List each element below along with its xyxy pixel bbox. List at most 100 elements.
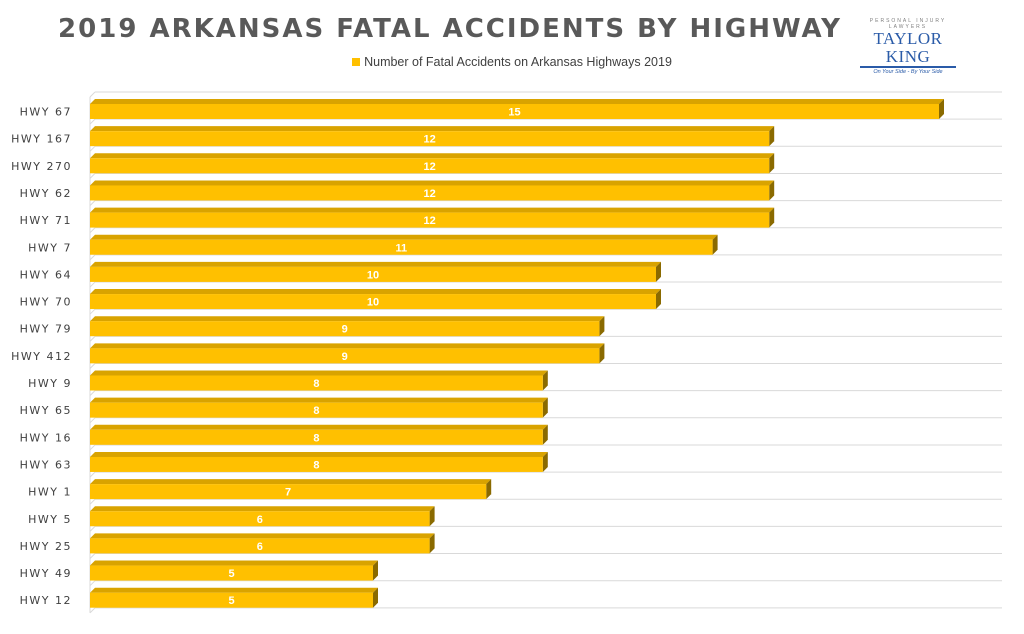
category-label: HWY 79 [20, 323, 72, 336]
bar [90, 158, 770, 174]
bar-top [90, 316, 605, 322]
category-label: HWY 9 [28, 377, 72, 390]
category-label: HWY 12 [20, 594, 72, 607]
gridline-diag [89, 281, 96, 288]
bar-side [429, 506, 435, 527]
category-label: HWY 49 [20, 567, 72, 580]
data-label: 12 [423, 134, 435, 146]
bar-top [90, 506, 435, 512]
chart-legend: Number of Fatal Accidents on Arkansas Hi… [0, 55, 1024, 69]
bar [90, 375, 543, 391]
bar-side [599, 316, 605, 337]
bar-side [599, 343, 605, 364]
category-label: HWY 270 [11, 160, 72, 173]
bar-side [542, 451, 548, 472]
bar-top [90, 560, 378, 566]
gridline-diag [89, 607, 96, 614]
data-label: 6 [257, 541, 263, 553]
category-label: HWY 63 [20, 458, 72, 471]
bar-top [90, 180, 775, 186]
category-label: HWY 7 [28, 241, 72, 254]
bar-top [90, 126, 775, 132]
logo-tagline: On Your Side - By Your Side [873, 69, 943, 75]
gridline-diag [89, 471, 96, 478]
gridlines [89, 91, 1002, 614]
category-label: HWY 412 [11, 350, 72, 363]
category-label: HWY 70 [20, 296, 72, 309]
bar-side [656, 289, 661, 310]
gridline-diag [89, 417, 96, 424]
bar [90, 565, 373, 581]
legend-label: Number of Fatal Accidents on Arkansas Hi… [364, 55, 672, 69]
gridline-diag [89, 227, 96, 234]
logo-top-text: PERSONAL INJURY LAWYERS [869, 18, 947, 30]
bar-top [90, 289, 661, 295]
gridline-diag [89, 580, 96, 587]
data-labels: 15 12 12 12 12 11 10 10 9 9 8 8 8 8 7 6 6 5 5 [228, 107, 520, 608]
gridline-diag [89, 173, 96, 179]
bar [90, 321, 600, 337]
legend-swatch [352, 57, 361, 66]
bar [90, 104, 939, 119]
bar-side [939, 99, 944, 119]
bar-top [90, 479, 492, 485]
gridline-diag [89, 390, 96, 397]
bar-side [769, 153, 775, 174]
data-label: 8 [313, 405, 319, 417]
bar-top [90, 451, 548, 457]
category-label: HWY 1 [28, 486, 72, 499]
bar [90, 511, 430, 527]
bar [90, 538, 430, 554]
taylor-king-logo: PERSONAL INJURY LAWYERS TAYLOR KING On Y… [856, 18, 960, 75]
gridline-diag [89, 526, 96, 532]
bar-side [542, 370, 548, 391]
category-label: HWY 167 [11, 133, 72, 146]
data-label: 5 [228, 568, 234, 580]
data-label: 12 [423, 188, 435, 200]
gridline-diag [89, 145, 96, 152]
category-label: HWY 25 [20, 540, 72, 553]
bar [90, 212, 770, 228]
gridline-diag [89, 363, 96, 369]
bar-side [656, 261, 661, 282]
bar [90, 456, 543, 472]
data-label: 8 [313, 459, 319, 471]
bar-side [373, 587, 378, 608]
bars [90, 99, 944, 608]
bar-top [90, 207, 775, 213]
gridline-diag [89, 444, 96, 451]
data-label: 8 [313, 432, 319, 444]
bar-top [90, 424, 548, 430]
bar-side [373, 560, 378, 581]
bar-side [769, 126, 775, 147]
bar-side [712, 234, 718, 255]
data-label: 10 [367, 297, 379, 309]
data-label: 8 [313, 378, 319, 390]
bar-side [542, 397, 548, 418]
data-label: 12 [423, 215, 435, 227]
gridline-diag [89, 200, 96, 206]
bar [90, 592, 373, 608]
bar-side [542, 424, 548, 445]
bar-top [90, 533, 435, 539]
gridline-diag [89, 118, 96, 125]
data-label: 11 [395, 242, 407, 254]
gridline-diag [89, 498, 96, 505]
bar-top [90, 234, 718, 240]
bar-side [769, 207, 775, 228]
bar-top [90, 261, 661, 267]
bar-top [90, 99, 944, 104]
data-label: 10 [367, 269, 379, 281]
bar [90, 239, 713, 255]
gridline-diag [89, 335, 96, 342]
bar-side [486, 479, 492, 500]
category-label: HWY 16 [20, 431, 72, 444]
gridline-diag [89, 308, 96, 315]
bar-top [90, 343, 605, 349]
data-label: 9 [342, 324, 348, 336]
data-label: 5 [228, 595, 234, 607]
data-label: 6 [257, 514, 263, 526]
gridline-diag [89, 553, 96, 559]
bar [90, 429, 543, 445]
